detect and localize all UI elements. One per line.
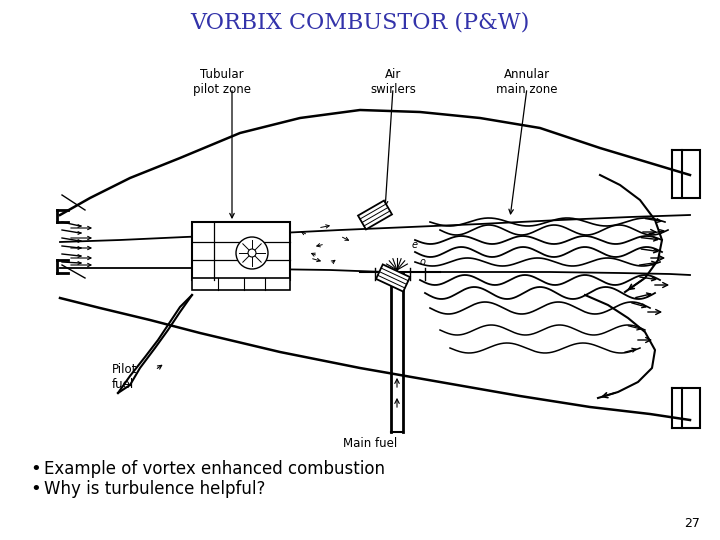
Text: Tubular
pilot zone: Tubular pilot zone (193, 68, 251, 96)
Polygon shape (358, 200, 392, 230)
Text: •: • (30, 480, 41, 498)
Polygon shape (376, 265, 410, 292)
Bar (192, 222, 290, 280)
Bar (192, 278, 290, 290)
Bar (682, 388, 700, 428)
Text: Pilot
fuel: Pilot fuel (112, 363, 138, 391)
Text: Why is turbulence helpful?: Why is turbulence helpful? (44, 480, 266, 498)
Text: Example of vortex enhanced combustion: Example of vortex enhanced combustion (44, 460, 385, 478)
Circle shape (248, 249, 256, 257)
Text: o: o (420, 257, 426, 267)
Text: Air
swirlers: Air swirlers (370, 68, 416, 96)
Text: 27: 27 (684, 517, 700, 530)
Text: VORBIX COMBUSTOR (P&W): VORBIX COMBUSTOR (P&W) (190, 11, 530, 33)
Text: •: • (30, 460, 41, 478)
Text: Annular
main zone: Annular main zone (496, 68, 558, 96)
Text: e: e (412, 240, 418, 250)
Bar (682, 150, 700, 198)
Circle shape (236, 237, 268, 269)
Text: Main fuel: Main fuel (343, 437, 397, 450)
